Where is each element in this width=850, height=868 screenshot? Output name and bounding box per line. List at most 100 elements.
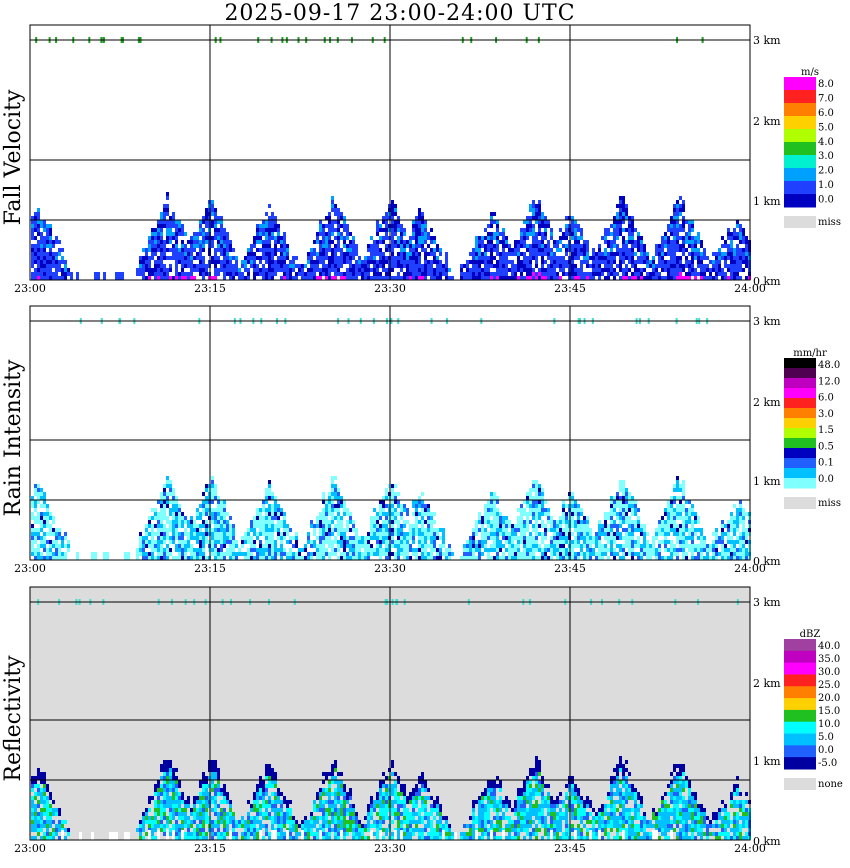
data-cell [181,540,184,544]
data-cell [367,536,370,540]
data-cell [742,512,745,516]
data-cell [55,532,58,536]
data-cell [646,556,649,560]
data-cell [349,264,352,268]
data-cell [535,248,538,252]
data-cell [178,828,181,832]
data-cell [538,488,541,492]
data-cell [529,208,532,212]
data-cell [577,504,580,508]
data-cell [262,544,265,548]
data-cell [154,784,157,788]
data-cell [283,264,286,268]
data-cell [160,216,163,220]
data-cell [418,528,421,532]
data-cell [526,248,529,252]
data-cell [373,252,376,256]
data-cell [376,548,379,552]
data-cell [517,556,520,560]
data-cell [514,272,517,276]
data-cell [493,540,496,544]
data-cell [139,828,142,832]
data-cell [217,508,220,512]
data-cell [520,240,523,244]
data-cell [67,268,70,272]
data-cell [391,204,394,208]
data-cell [319,552,322,556]
data-cell [595,264,598,268]
data-cell [349,516,352,520]
data-cell [541,500,544,504]
data-cell [667,224,670,228]
data-cell [400,528,403,532]
data-cell [49,252,52,256]
data-cell [193,552,196,556]
data-cell [184,812,187,816]
data-cell [220,552,223,556]
data-cell [181,252,184,256]
data-cell [169,508,172,512]
data-cell [364,276,367,280]
data-cell [733,548,736,552]
data-cell [286,540,289,544]
data-cell [250,536,253,540]
data-cell [52,260,55,264]
data-cell [406,240,409,244]
data-cell [193,536,196,540]
data-cell [406,540,409,544]
data-cell [736,220,739,224]
data-cell [487,268,490,272]
data-cell [331,224,334,228]
data-cell [166,504,169,508]
data-cell [193,268,196,272]
data-cell [535,500,538,504]
data-cell [349,544,352,548]
data-cell [679,488,682,492]
data-cell [664,520,667,524]
data-cell [172,248,175,252]
data-cell [364,256,367,260]
data-cell [436,556,439,560]
data-cell [355,268,358,272]
data-cell [724,552,727,556]
data-cell [670,524,673,528]
data-cell [58,820,61,824]
data-cell [157,236,160,240]
data-cell [229,256,232,260]
data-cell [475,240,478,244]
data-cell [31,232,34,236]
data-cell [175,556,178,560]
data-cell [625,208,628,212]
data-cell [688,224,691,228]
data-cell [31,500,34,504]
data-cell [157,532,160,536]
data-cell [718,260,721,264]
data-cell [511,540,514,544]
data-cell [226,264,229,268]
data-cell [274,240,277,244]
data-cell [499,540,502,544]
data-cell [427,532,430,536]
data-cell [439,260,442,264]
data-cell [142,256,145,260]
data-cell [688,532,691,536]
data-cell [493,508,496,512]
data-cell [550,260,553,264]
data-cell [166,772,169,776]
data-cell [652,540,655,544]
data-cell [331,500,334,504]
data-cell [274,512,277,516]
data-cell [391,524,394,528]
data-cell [52,532,55,536]
data-cell [628,528,631,532]
data-cell [370,524,373,528]
data-cell [544,552,547,556]
data-cell [223,528,226,532]
data-cell [496,224,499,228]
data-cell [406,536,409,540]
data-cell [685,240,688,244]
data-cell [628,500,631,504]
data-cell [613,256,616,260]
data-cell [547,544,550,548]
data-cell [181,552,184,556]
